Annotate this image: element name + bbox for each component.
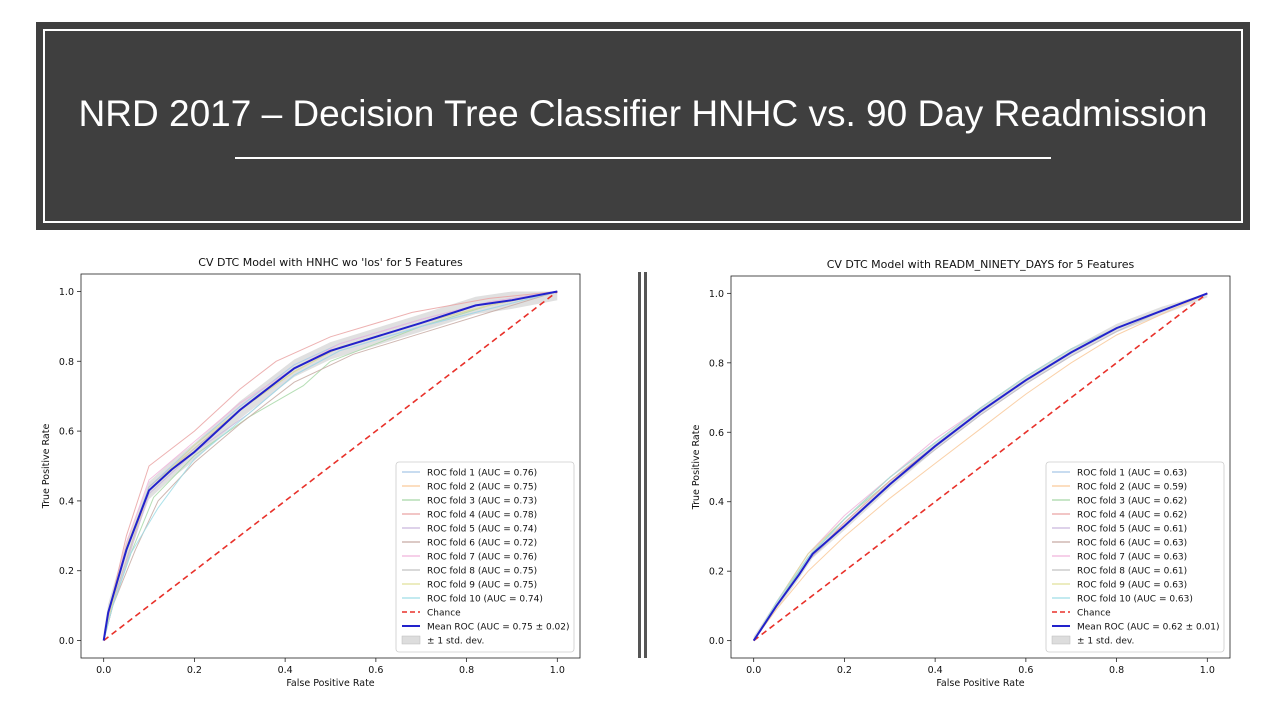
- x-tick-label: 0.8: [459, 665, 474, 676]
- legend-swatch: [1051, 635, 1071, 645]
- y-tick-label: 0.8: [709, 358, 724, 369]
- plot-frame: [730, 275, 1231, 659]
- x-tick-label: 1.0: [1200, 665, 1215, 676]
- y-tick-label: 0.6: [59, 427, 74, 438]
- legend-label: ROC fold 4 (AUC = 0.78): [427, 510, 537, 520]
- legend-label: ± 1 std. dev.: [1077, 636, 1134, 646]
- legend-label: ROC fold 9 (AUC = 0.75): [427, 580, 537, 590]
- legend-label: ROC fold 7 (AUC = 0.63): [1077, 552, 1187, 562]
- slide-title: NRD 2017 – Decision Tree Classifier HNHC…: [78, 93, 1208, 134]
- legend-label: ROC fold 10 (AUC = 0.74): [427, 594, 543, 604]
- legend-label: ROC fold 7 (AUC = 0.76): [427, 552, 537, 562]
- legend-label: ROC fold 8 (AUC = 0.75): [427, 566, 537, 576]
- legend-label: ROC fold 8 (AUC = 0.61): [1077, 566, 1187, 576]
- legend-box: [395, 461, 575, 653]
- legend-label: ROC fold 1 (AUC = 0.76): [427, 468, 537, 478]
- legend-label: Chance: [1077, 608, 1111, 618]
- x-axis-label: False Positive Rate: [286, 678, 374, 689]
- x-tick-label: 0.0: [746, 665, 761, 676]
- roc-fold-line-10: [103, 291, 558, 641]
- legend-label: ROC fold 4 (AUC = 0.62): [1077, 510, 1187, 520]
- x-axis-label: False Positive Rate: [936, 678, 1024, 689]
- banner-frame: [43, 29, 1243, 223]
- y-tick-label: 0.0: [59, 636, 74, 647]
- legend-label: ROC fold 2 (AUC = 0.59): [1077, 482, 1187, 492]
- x-tick-label: 0.4: [278, 665, 293, 676]
- y-tick-label: 0.2: [709, 567, 724, 578]
- y-tick-label: 0.4: [709, 497, 724, 508]
- y-tick-label: 0.8: [59, 357, 74, 368]
- chance-line: [103, 290, 558, 642]
- chart-title: CV DTC Model with HNHC wo 'los' for 5 Fe…: [198, 256, 463, 269]
- x-tick-label: 0.2: [837, 665, 852, 676]
- y-tick-label: 0.6: [709, 428, 724, 439]
- legend-label: Mean ROC (AUC = 0.62 ± 0.01): [1077, 622, 1220, 632]
- x-tick-label: 0.6: [1018, 665, 1033, 676]
- legend-label: ROC fold 6 (AUC = 0.72): [427, 538, 537, 548]
- x-tick-label: 0.0: [96, 665, 111, 676]
- roc-fold-line-4: [103, 291, 558, 641]
- legend-label: Chance: [427, 608, 461, 618]
- legend-label: ROC fold 5 (AUC = 0.74): [427, 524, 537, 534]
- x-tick-label: 1.0: [550, 665, 565, 676]
- roc-fold-line-6: [103, 291, 558, 641]
- y-tick-label: 0.4: [59, 496, 74, 507]
- y-tick-label: 0.2: [59, 566, 74, 577]
- legend-label: ROC fold 3 (AUC = 0.62): [1077, 496, 1187, 506]
- roc-fold-line-7: [103, 291, 558, 641]
- y-tick-label: 0.0: [709, 636, 724, 647]
- legend-label: ROC fold 2 (AUC = 0.75): [427, 482, 537, 492]
- legend-label: Mean ROC (AUC = 0.75 ± 0.02): [427, 622, 570, 632]
- legend-label: ± 1 std. dev.: [427, 636, 484, 646]
- chart-left: CV DTC Model with HNHC wo 'los' for 5 Fe…: [41, 256, 581, 689]
- y-axis-label: True Positive Rate: [691, 425, 702, 511]
- chance-line: [753, 292, 1208, 642]
- legend-swatch: [401, 635, 421, 645]
- x-tick-label: 0.4: [928, 665, 943, 676]
- chart-title: CV DTC Model with READM_NINETY_DAYS for …: [827, 258, 1135, 271]
- legend-label: ROC fold 10 (AUC = 0.63): [1077, 594, 1193, 604]
- mean-roc-line: [752, 292, 1208, 642]
- x-tick-label: 0.2: [187, 665, 202, 676]
- chart-right: CV DTC Model with READM_NINETY_DAYS for …: [691, 258, 1231, 689]
- x-tick-label: 0.6: [368, 665, 383, 676]
- divider-line-right: [644, 272, 647, 658]
- legend-label: ROC fold 3 (AUC = 0.73): [427, 496, 537, 506]
- title-underline: [235, 157, 1051, 159]
- legend-label: ROC fold 6 (AUC = 0.63): [1077, 538, 1187, 548]
- legend-label: ROC fold 5 (AUC = 0.61): [1077, 524, 1187, 534]
- legend-label: ROC fold 9 (AUC = 0.63): [1077, 580, 1187, 590]
- mean-roc-line: [102, 290, 558, 641]
- plot-frame: [80, 273, 581, 659]
- roc-fold-line-2: [753, 292, 1208, 641]
- title-banner: NRD 2017 – Decision Tree Classifier HNHC…: [36, 22, 1250, 230]
- y-axis-label: True Positive Rate: [41, 424, 52, 510]
- y-tick-label: 1.0: [709, 289, 724, 300]
- legend-label: ROC fold 1 (AUC = 0.63): [1077, 468, 1187, 478]
- x-tick-label: 0.8: [1109, 665, 1124, 676]
- legend-box: [1045, 461, 1225, 653]
- y-tick-label: 1.0: [59, 287, 74, 298]
- divider-line-left: [638, 272, 641, 658]
